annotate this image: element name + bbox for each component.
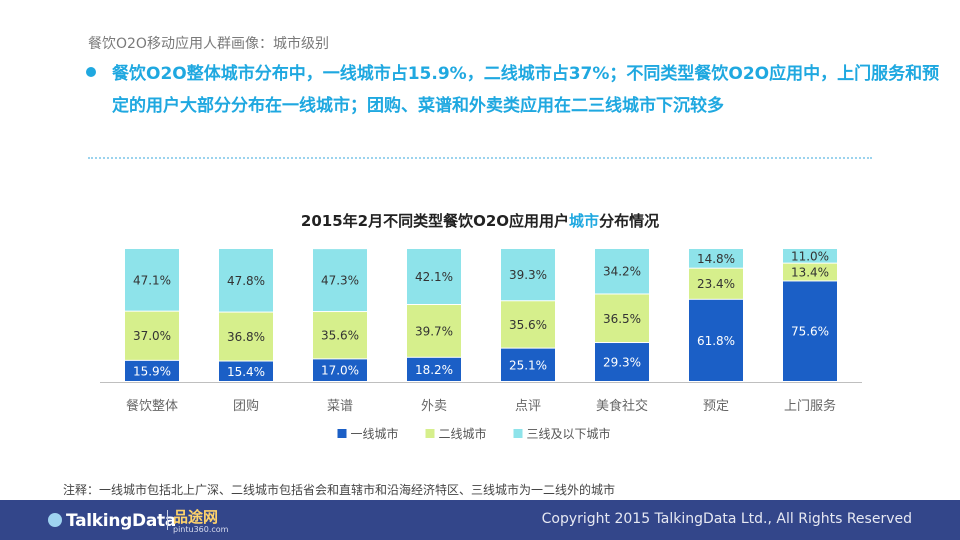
bar-segment — [219, 312, 273, 361]
page-title: 餐饮O2O移动应用人群画像：城市级别 — [88, 36, 329, 52]
logo-mark-icon — [48, 513, 62, 527]
data-label: 36.8% — [227, 330, 265, 344]
bar-segment — [783, 263, 837, 281]
dotted-divider — [88, 157, 872, 159]
data-label: 29.3% — [603, 356, 641, 370]
bar-segment — [689, 268, 743, 299]
data-label: 36.5% — [603, 312, 641, 326]
data-label: 37.0% — [133, 329, 171, 343]
data-label: 61.8% — [697, 334, 735, 348]
data-label: 35.6% — [321, 329, 359, 343]
bar-segment — [313, 249, 367, 312]
data-label: 15.4% — [227, 365, 265, 379]
data-label: 42.1% — [415, 270, 453, 284]
partner-logo: 品途网 pintu360.com — [173, 506, 228, 534]
data-label: 17.0% — [321, 364, 359, 378]
data-label: 15.9% — [133, 364, 171, 378]
bar-segment — [595, 294, 649, 343]
data-label: 47.3% — [321, 274, 359, 288]
x-tick-label: 团购 — [233, 398, 259, 414]
legend-label: 一线城市 — [351, 426, 399, 441]
bar-segment — [125, 249, 179, 311]
x-tick-label: 美食社交 — [596, 398, 648, 414]
partner-url: pintu360.com — [173, 525, 229, 534]
headline: 餐饮O2O整体城市分布中，一线城市占15.9%，二线城市占37%；不同类型餐饮O… — [112, 64, 940, 116]
legend-swatch — [425, 429, 435, 438]
data-label: 75.6% — [791, 325, 829, 339]
data-label: 35.6% — [509, 318, 547, 332]
bar-segment — [783, 249, 837, 263]
bar-segment — [125, 311, 179, 360]
bar-segment — [407, 357, 461, 381]
x-tick-label: 外卖 — [421, 399, 447, 414]
x-tick-label: 预定 — [703, 399, 729, 414]
legend-swatch — [513, 429, 523, 438]
bar-segment — [407, 249, 461, 304]
data-label: 25.1% — [509, 358, 547, 372]
footnote: 注释：一线城市包括北上广深、二线城市包括省会和直辖市和沿海经济特区、三线城市为一… — [63, 483, 616, 497]
bar-segment — [595, 249, 649, 294]
data-label: 14.8% — [697, 252, 735, 266]
bar-segment — [313, 312, 367, 359]
bar-segment — [125, 360, 179, 381]
stacked-bar-chart: 15.9% 37.0% 47.1% 餐饮整体 15.4% 36.8% 47.8% 团购 17.0… — [100, 249, 862, 441]
data-label: 47.8% — [227, 274, 265, 288]
bar-segment — [219, 361, 273, 381]
bar-segment — [501, 249, 555, 301]
copyright: Copyright 2015 TalkingData Ltd., All Rig… — [541, 511, 912, 527]
data-label: 39.3% — [509, 268, 547, 282]
data-label: 39.7% — [415, 324, 453, 338]
bar-segment — [501, 348, 555, 381]
bar-segment — [689, 249, 743, 268]
data-label: 13.4% — [791, 266, 829, 280]
data-label: 23.4% — [697, 277, 735, 291]
bar-segment — [407, 304, 461, 357]
chart-title: 2015年2月不同类型餐饮O2O应用用户城市分布情况 — [0, 210, 960, 231]
bar-segment — [501, 301, 555, 348]
bar-segment — [219, 249, 273, 312]
chart-title-prefix: 2015年2月不同类型餐饮O2O应用用户 — [300, 212, 570, 230]
chart-title-suffix: 分布情况 — [599, 212, 660, 230]
chart-title-highlight: 城市 — [569, 212, 600, 230]
x-tick-label: 菜谱 — [327, 399, 353, 414]
bar-segment — [783, 281, 837, 381]
legend-label: 三线及以下城市 — [527, 426, 611, 441]
talkingdata-logo: TalkingData — [48, 511, 176, 531]
bullet-dot — [86, 67, 96, 77]
data-label: 34.2% — [603, 265, 641, 279]
x-tick-label: 点评 — [515, 399, 541, 414]
bar-segment — [595, 343, 649, 381]
x-tick-label: 餐饮整体 — [126, 398, 178, 414]
partner-name: 品途网 — [173, 508, 219, 526]
logo-text: TalkingData — [66, 511, 176, 531]
data-label: 47.1% — [133, 273, 171, 287]
footer-divider — [167, 510, 168, 530]
data-label: 11.0% — [791, 249, 829, 263]
footer-bar: TalkingData 品途网 pintu360.com Copyright 20… — [0, 500, 960, 540]
legend-label: 二线城市 — [439, 426, 487, 441]
bar-segment — [689, 299, 743, 381]
legend-swatch — [337, 429, 347, 438]
bar-segment — [313, 359, 367, 381]
data-label: 18.2% — [415, 363, 453, 377]
x-tick-label: 上门服务 — [784, 398, 836, 414]
